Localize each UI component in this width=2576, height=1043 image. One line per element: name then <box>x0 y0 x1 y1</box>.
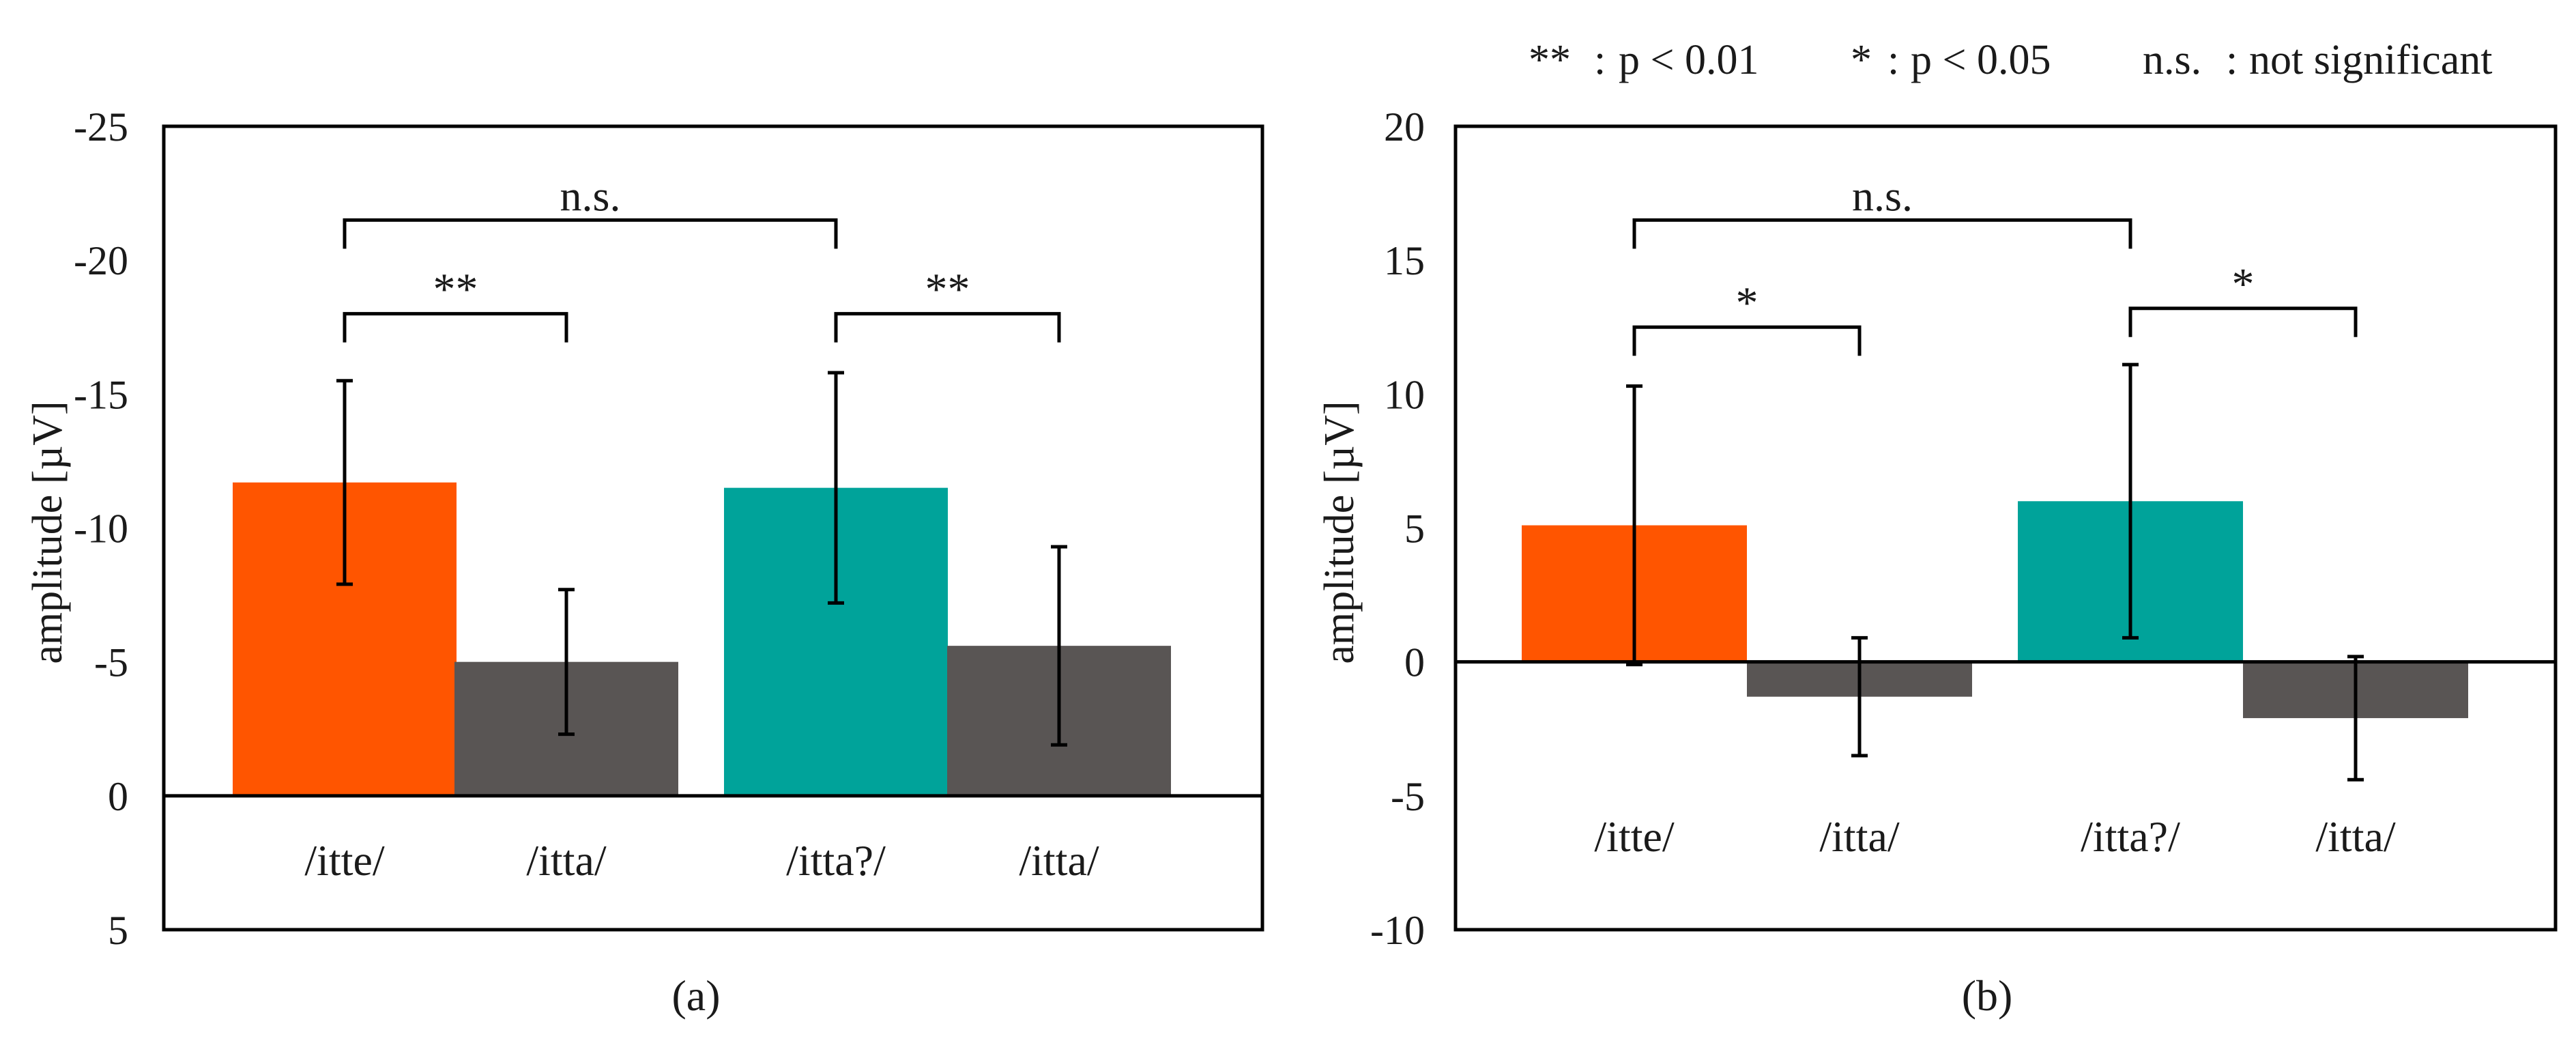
y-tick-label: 20 <box>1384 104 1425 149</box>
panel-b: amplitude [µV] (b) 20 15 10 5 0 -5 -10/itte/ /i… <box>1316 104 2558 1020</box>
y-tick-label: 10 <box>1384 372 1425 417</box>
significance-label: * <box>1736 278 1759 328</box>
y-tick-label: -15 <box>74 372 128 417</box>
category-label: /itta/ <box>2315 812 2396 861</box>
panel-a: amplitude [µV] (a) -25 -20 -15 -10 -5 0 5/itte… <box>25 104 1264 1020</box>
panel-label: (b) <box>1962 971 2013 1020</box>
y-tick-label: -20 <box>74 238 128 283</box>
y-tick-label: 0 <box>108 774 128 819</box>
category-label: /itta?/ <box>2081 812 2180 861</box>
category-label: /itta?/ <box>786 836 886 885</box>
significance-label: * <box>2232 259 2255 309</box>
y-tick-label: -10 <box>74 506 128 552</box>
significance-label: ** <box>925 265 970 315</box>
panel-label: (a) <box>671 971 720 1020</box>
y-tick-label: -25 <box>74 104 128 149</box>
legend-desc-p001: p < 0.01 <box>1619 37 1759 83</box>
legend-symbol-ns: n.s. <box>2143 37 2201 83</box>
legend-colon: : <box>1887 37 1899 83</box>
legend-symbol-star: * <box>1851 37 1872 83</box>
y-tick-label: 5 <box>1404 506 1425 552</box>
y-tick-label: -5 <box>1391 774 1425 819</box>
significance-label: ** <box>433 265 478 315</box>
significance-bracket <box>1632 218 2132 249</box>
category-label: /itta/ <box>526 836 607 885</box>
category-label: /itta/ <box>1019 836 1099 885</box>
significance-bracket <box>343 218 838 249</box>
y-tick-label: 5 <box>108 908 128 953</box>
category-label: /itta/ <box>1819 812 1900 861</box>
significance-bracket <box>834 312 1061 343</box>
legend-desc-p005: p < 0.05 <box>1911 37 2051 83</box>
y-axis-label: amplitude [µV] <box>1316 401 1363 663</box>
significance-bracket <box>2128 306 2358 337</box>
legend-desc-ns: not significant <box>2249 37 2492 83</box>
y-tick-label: -5 <box>94 640 128 685</box>
plot-area-frame <box>1453 124 2558 932</box>
significance-label: n.s. <box>560 171 621 220</box>
plot-area-frame <box>162 124 1264 932</box>
y-tick-label: 0 <box>1404 640 1425 685</box>
significance-bracket <box>343 312 568 343</box>
legend-symbol-double-star: ** <box>1529 37 1571 83</box>
significance-label: n.s. <box>1852 171 1913 220</box>
significance-legend: ** : p < 0.01 * : p < 0.05 n.s. : not si… <box>1529 37 2492 83</box>
y-tick-label: -10 <box>1370 908 1425 953</box>
y-axis-label: amplitude [µV] <box>25 401 71 663</box>
significance-bracket <box>1632 325 1862 356</box>
category-label: /itte/ <box>304 836 385 885</box>
legend-colon: : <box>2226 37 2238 83</box>
y-tick-label: 15 <box>1384 238 1425 283</box>
category-label: /itte/ <box>1594 812 1675 861</box>
legend-colon: : <box>1594 37 1606 83</box>
